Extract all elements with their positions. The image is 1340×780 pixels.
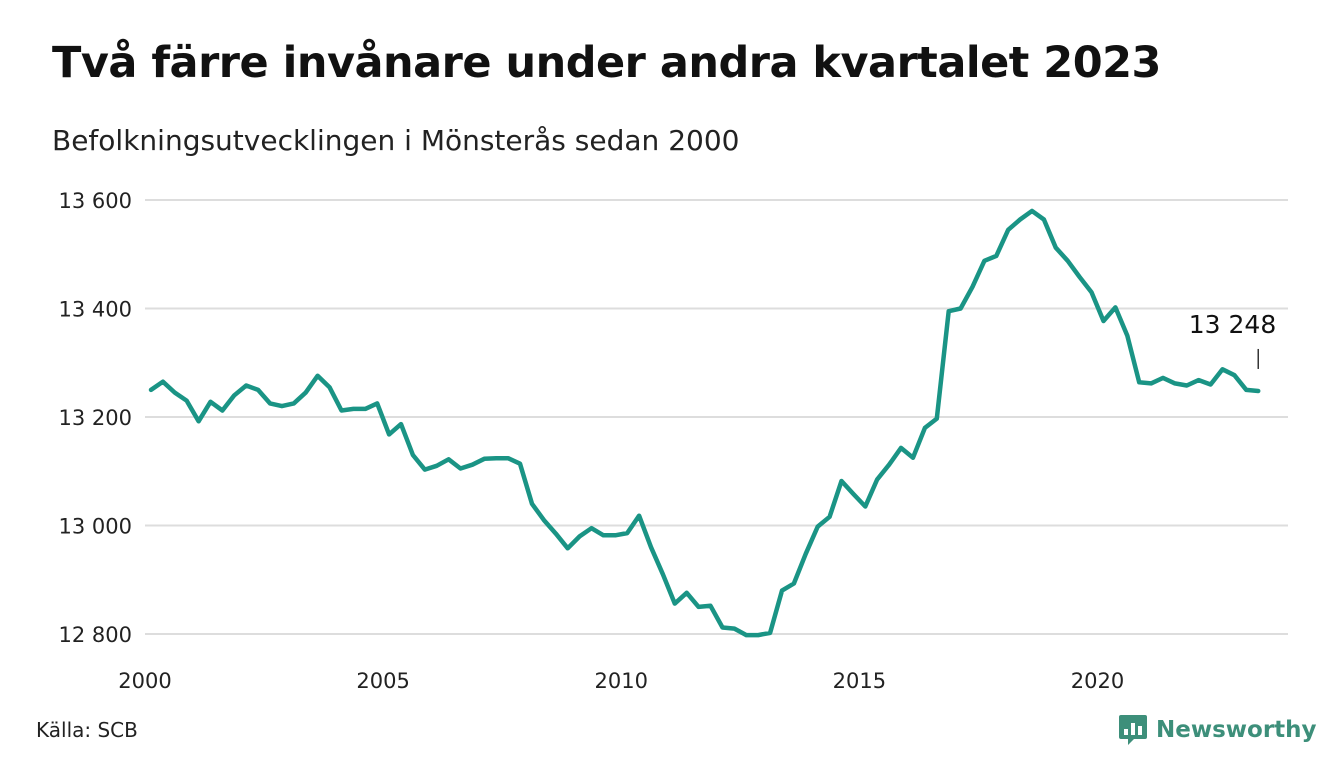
x-tick-label: 2000 bbox=[118, 669, 171, 693]
x-tick-label: 2015 bbox=[833, 669, 886, 693]
newsworthy-brand: Newsworthy bbox=[1118, 713, 1317, 747]
source-note: Källa: SCB bbox=[36, 718, 138, 742]
chart-title: Två färre invånare under andra kvartalet… bbox=[52, 38, 1161, 88]
newsworthy-logo-icon bbox=[1119, 715, 1147, 745]
x-tick-label: 2005 bbox=[356, 669, 409, 693]
logo-bar-2 bbox=[1131, 723, 1135, 735]
logo-bar-1 bbox=[1124, 729, 1128, 735]
y-tick-label: 13 000 bbox=[59, 515, 132, 539]
logo-bar-3 bbox=[1138, 726, 1142, 735]
y-tick-label: 13 200 bbox=[59, 406, 132, 430]
x-tick-label: 2020 bbox=[1071, 669, 1124, 693]
y-tick-label: 13 400 bbox=[59, 298, 132, 322]
chart-subtitle: Befolkningsutvecklingen i Mönsterås seda… bbox=[52, 124, 740, 157]
y-tick-label: 12 800 bbox=[59, 623, 132, 647]
brand-name: Newsworthy bbox=[1156, 717, 1317, 743]
population-line bbox=[148, 208, 1261, 638]
y-tick-label: 13 600 bbox=[59, 189, 132, 213]
last-value-label: 13 248 bbox=[1189, 310, 1276, 339]
x-tick-label: 2010 bbox=[595, 669, 648, 693]
